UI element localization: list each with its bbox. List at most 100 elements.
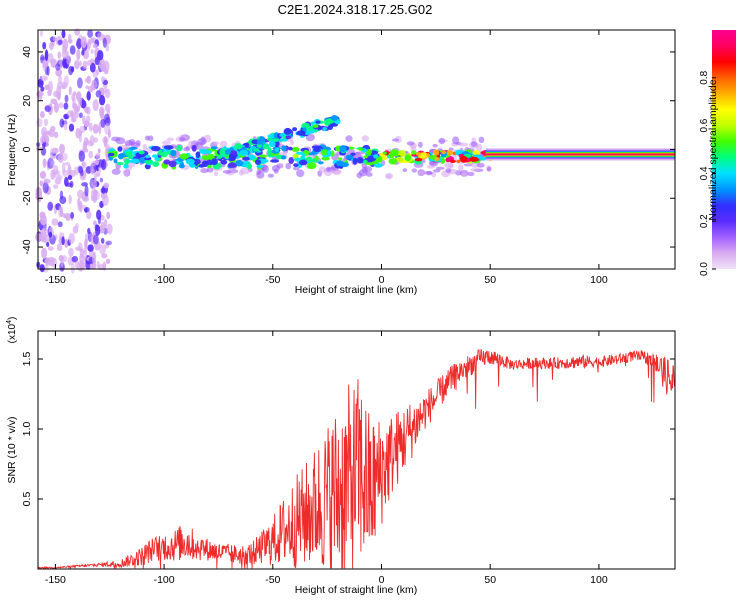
spectral-blob	[100, 237, 105, 244]
spectral-blob	[71, 255, 79, 263]
spectral-blob	[80, 204, 87, 209]
spectral-blob	[310, 121, 315, 125]
spectral-blob	[235, 159, 244, 167]
spectral-blob	[103, 182, 110, 189]
spectral-blob	[160, 151, 168, 158]
spectral-blob	[460, 172, 468, 177]
x-tick-label: -100	[154, 274, 175, 286]
spectral-blob	[40, 86, 45, 92]
spectral-blob	[50, 98, 58, 105]
spectral-blob	[296, 130, 306, 136]
spectral-blob	[258, 154, 268, 158]
spectral-blob	[39, 264, 45, 273]
spectral-blob	[414, 158, 423, 162]
spectral-blob	[68, 247, 74, 257]
spectral-blob	[103, 218, 108, 229]
spectral-blob	[326, 166, 331, 172]
spectral-blob	[267, 146, 272, 154]
spectral-blob	[81, 182, 88, 187]
spectral-blob	[52, 36, 58, 42]
steady-line-band	[485, 153, 675, 156]
colorbar-tick-label: 0.0	[699, 262, 710, 276]
spectral-blob	[377, 156, 383, 163]
spectral-blob	[406, 141, 415, 146]
spectral-blob	[101, 253, 108, 259]
spectral-blob	[456, 159, 461, 163]
spectral-blob	[75, 105, 81, 113]
spectral-blob	[79, 265, 84, 272]
spectral-blob	[301, 122, 310, 129]
spectral-blob	[321, 156, 330, 161]
spectral-blob	[307, 152, 316, 156]
spectral-blob	[252, 148, 260, 152]
spectral-blob	[55, 63, 61, 71]
spectral-blob	[58, 143, 66, 154]
spectral-blob	[435, 166, 445, 170]
spectral-blob	[244, 142, 250, 149]
spectral-blob	[411, 150, 417, 155]
spectral-blob	[100, 214, 105, 221]
spectral-blob	[123, 169, 130, 177]
spectral-blob	[96, 49, 104, 61]
spectral-blob	[288, 146, 293, 151]
spectral-blob	[242, 156, 250, 161]
spectral-blob	[70, 117, 77, 123]
spectral-blob	[74, 166, 79, 176]
spectral-blob	[56, 243, 63, 252]
spectral-blob	[338, 157, 343, 161]
spectral-blob	[418, 171, 428, 176]
spectral-blob	[434, 156, 440, 162]
spectral-blob	[47, 80, 54, 93]
spectral-blob	[200, 168, 209, 174]
spectral-blob	[91, 179, 97, 189]
spectral-blob	[64, 161, 71, 166]
spectral-blob	[277, 151, 287, 156]
x-tick-label: 50	[484, 574, 496, 586]
spectral-blob	[425, 153, 431, 158]
spectral-blob	[365, 162, 375, 166]
spectral-blob	[358, 147, 364, 151]
spectral-blob	[425, 170, 433, 176]
spectral-blob	[433, 169, 441, 173]
spectral-blob	[449, 159, 456, 163]
spectral-blob	[86, 90, 91, 101]
spectral-blob	[128, 139, 136, 146]
spectral-blob	[179, 153, 189, 160]
spectral-blob	[219, 140, 228, 148]
spectral-blob	[201, 155, 208, 160]
spectral-blob	[452, 136, 460, 145]
spectral-blob	[145, 154, 151, 159]
spectral-blob	[281, 155, 287, 160]
spectral-blob	[65, 212, 71, 222]
spectral-blob	[78, 112, 83, 119]
spectral-blob	[40, 110, 45, 119]
spectral-blob	[68, 232, 75, 245]
spectral-blob	[57, 51, 62, 59]
x-tick-label: 0	[379, 574, 385, 586]
spectral-blob	[476, 162, 485, 168]
spectral-blob	[75, 246, 82, 251]
spectral-blob	[214, 171, 219, 177]
spectral-blob	[147, 135, 154, 142]
spectral-blob	[44, 257, 52, 266]
spectral-blob	[248, 154, 257, 160]
spectral-blob	[82, 60, 88, 69]
spectral-blob	[95, 159, 99, 166]
spectral-blob	[292, 127, 298, 132]
spectral-blob	[138, 150, 145, 155]
spectral-blob	[49, 125, 56, 132]
spectral-blob	[105, 240, 112, 246]
spectral-blob	[86, 59, 92, 66]
spectral-blob	[82, 196, 90, 203]
spectral-blob	[36, 118, 43, 128]
spectral-blob	[332, 169, 342, 176]
spectral-blob	[288, 157, 294, 164]
spectral-blob	[98, 106, 105, 116]
spectral-blob	[314, 155, 319, 161]
x-tick-label: 100	[590, 574, 608, 586]
spectral-blob	[88, 122, 93, 132]
spectral-blob	[478, 136, 485, 144]
spectral-blob	[87, 29, 93, 39]
spectral-blob	[50, 58, 58, 68]
spectral-blob	[44, 49, 49, 62]
